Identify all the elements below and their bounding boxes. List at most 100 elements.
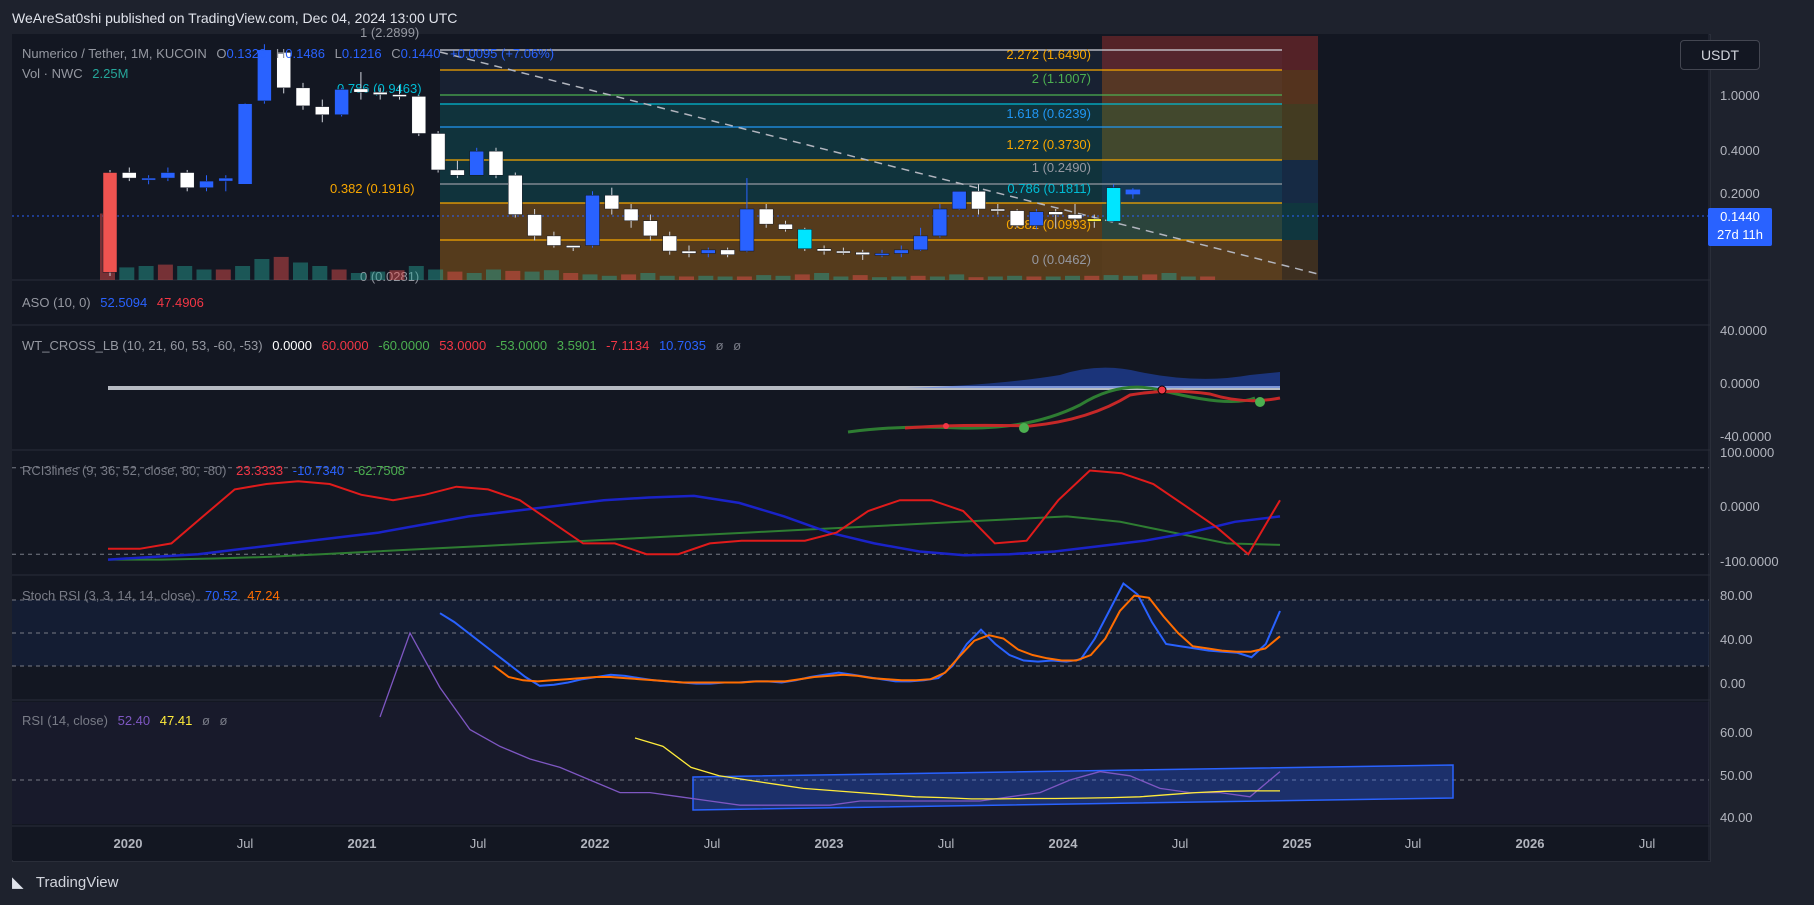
candle-body <box>218 177 234 182</box>
candle-body <box>450 169 465 176</box>
wt-cross-dot <box>1157 385 1167 395</box>
volume-bar <box>717 276 733 280</box>
candle-body <box>315 106 330 115</box>
time-axis-label: Jul <box>1172 836 1189 851</box>
wt-red-line <box>904 389 1281 430</box>
wt-label: WT_CROSS_LB (10, 21, 60, 53, -60, -53) <box>22 338 263 353</box>
candle-body <box>122 172 137 179</box>
indicator-axis-label: 60.00 <box>1720 725 1753 740</box>
rci-legend: RCI3lines (9, 36, 52, close, 80, -80) 23… <box>22 463 411 478</box>
candle-body <box>392 94 407 97</box>
volume-bar <box>833 276 849 280</box>
candle-body <box>913 235 928 251</box>
low-value: 0.1216 <box>341 46 382 61</box>
candle-body <box>179 172 195 188</box>
volume-bar <box>987 276 1003 280</box>
candle-body <box>1009 210 1025 226</box>
candle-body <box>585 194 600 246</box>
rci-value-3: -62.7508 <box>353 463 406 478</box>
stoch-d-line <box>493 594 1281 684</box>
volume-bar <box>640 273 656 280</box>
tradingview-brand[interactable]: ◣ TradingView <box>12 873 118 891</box>
volume-bar <box>1200 276 1216 280</box>
price-axis-label: 0.4000 <box>1720 143 1760 158</box>
open-label: O <box>216 46 227 61</box>
time-axis-label: Jul <box>237 836 254 851</box>
fib-label-right: 2 (1.1007) <box>1032 71 1091 86</box>
wt-value: 53.0000 <box>439 338 487 353</box>
indicator-axis-label: 40.00 <box>1720 632 1753 647</box>
indicator-axis-label: -40.0000 <box>1720 429 1771 444</box>
volume-bar <box>698 275 714 280</box>
close-label: C <box>391 46 401 61</box>
candle-body <box>1029 211 1044 226</box>
fib-zone <box>1102 36 1318 70</box>
fib-label-right: 1 (0.2490) <box>1032 160 1091 175</box>
volume-bar <box>1180 276 1196 280</box>
indicator-axis-label: 40.0000 <box>1720 323 1767 338</box>
fib-zone <box>1102 240 1318 280</box>
change-value: +0.0095 (+7.06%) <box>450 46 555 61</box>
time-axis-label: Jul <box>1639 836 1656 851</box>
main-price-pane: 1 (2.2899)0.786 (0.9463)0.382 (0.1916)0 … <box>12 25 1709 284</box>
fib-label-left: 0 (0.0281) <box>360 269 419 284</box>
candle-body <box>778 223 793 230</box>
volume-bar <box>601 275 617 280</box>
stoch-rsi-pane <box>12 581 1709 687</box>
candle-body <box>546 235 562 246</box>
fib-label-right: 0.382 (0.0993) <box>1006 217 1091 232</box>
currency-button[interactable]: USDT <box>1680 40 1760 70</box>
candle-body <box>720 249 735 255</box>
candle-body <box>797 229 813 249</box>
volume-bar <box>679 276 694 280</box>
rsi-label: RSI (14, close) <box>22 713 108 728</box>
time-axis-label: Jul <box>470 836 487 851</box>
stoch-k-value: 70.52 <box>205 588 238 603</box>
close-value: 0.1440 <box>400 46 441 61</box>
fib-label-left: 0.382 (0.1916) <box>330 181 415 196</box>
volume-bar <box>814 273 830 280</box>
volume-bar <box>1142 274 1158 280</box>
rsi-value-2: 47.41 <box>159 713 193 728</box>
last-price-badge: 0.1440 27d 11h <box>1708 208 1772 246</box>
volume-bar <box>119 267 135 280</box>
candle-body <box>257 49 272 102</box>
rsi-pane <box>12 631 1709 824</box>
candle-body <box>488 150 504 176</box>
rci-pane <box>12 467 1709 561</box>
wt-value: -53.0000 <box>495 338 548 353</box>
aso-label: ASO (10, 0) <box>22 295 91 310</box>
candle-body <box>1048 211 1063 215</box>
volume-bar <box>794 274 810 280</box>
volume-bar <box>1007 275 1023 280</box>
candle-body <box>643 220 658 237</box>
volume-bar <box>659 275 675 280</box>
volume-bar <box>1122 275 1138 280</box>
time-axis-label: 2026 <box>1516 836 1545 851</box>
candle-body <box>508 174 523 215</box>
candle-body <box>199 180 214 188</box>
volume-bar <box>736 276 752 280</box>
volume-bar <box>447 271 463 280</box>
main-legend: Numerico / Tether, 1M, KUCOIN O0.1328 H0… <box>22 46 560 61</box>
volume-bar <box>196 269 212 280</box>
volume-bar <box>563 273 579 280</box>
candle-body <box>739 208 755 252</box>
candle-body <box>276 52 291 89</box>
aso-value-1: 52.5094 <box>100 295 148 310</box>
volume-bar <box>929 276 945 280</box>
fib-zone <box>1102 203 1318 240</box>
volume-bar <box>1161 273 1177 280</box>
volume-legend: Vol · NWC 2.25M <box>22 66 134 81</box>
candle-body <box>469 150 484 176</box>
indicator-axis-label: 80.00 <box>1720 588 1753 603</box>
tradingview-logo-icon: ◣ <box>12 874 24 891</box>
volume-bar <box>891 276 907 280</box>
price-axis-label: 1.0000 <box>1720 88 1760 103</box>
aso-legend: ASO (10, 0) 52.5094 47.4906 <box>22 295 210 310</box>
wt-value: ø <box>733 338 742 353</box>
volume-bar <box>350 273 366 280</box>
candle-body <box>102 172 118 273</box>
indicator-axis-label: -100.0000 <box>1720 554 1779 569</box>
